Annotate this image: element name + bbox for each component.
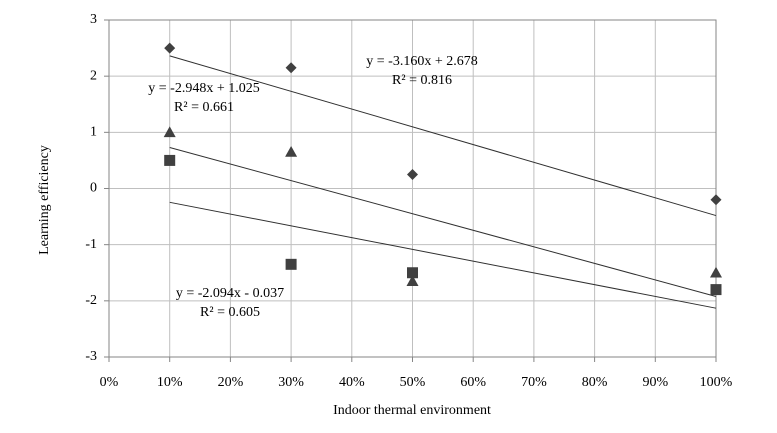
x-tick-label: 40% [339, 375, 365, 390]
x-tick-label: 90% [642, 375, 668, 390]
data-point [163, 126, 176, 138]
trendline-equation: y = -3.160x + 2.678 [366, 54, 477, 69]
data-point [164, 154, 176, 166]
trendline [169, 55, 717, 217]
data-point [407, 267, 418, 279]
data-point [407, 168, 418, 180]
y-axis-title: Learning efficiency [37, 145, 52, 255]
trendline-equation: y = -2.948x + 1.025 [148, 81, 259, 96]
x-tick-label: 30% [278, 375, 304, 390]
x-tick-label: 80% [582, 375, 608, 390]
data-point [285, 145, 298, 157]
x-tick-label: 100% [700, 375, 733, 390]
y-tick-label: 1 [90, 125, 97, 140]
y-tick-label: -3 [85, 349, 97, 364]
x-tick-label: 20% [218, 375, 244, 390]
data-point [710, 284, 722, 296]
x-axis-title: Indoor thermal environment [333, 403, 491, 418]
data-point [710, 194, 722, 206]
data-point [285, 258, 297, 270]
y-tick-label: 0 [90, 181, 97, 196]
x-tick-label: 50% [400, 375, 426, 390]
plot-border [108, 19, 717, 358]
data-point [406, 275, 419, 286]
y-tick-label: 2 [90, 68, 97, 83]
y-tick-label: 3 [90, 12, 97, 27]
data-point [285, 62, 297, 74]
x-tick-label: 70% [521, 375, 547, 390]
x-tick-label: 10% [157, 375, 183, 390]
x-tick-label: 0% [100, 375, 119, 390]
x-tick-label: 60% [460, 375, 486, 390]
y-tick-label: -1 [85, 237, 97, 252]
y-tick-label: -2 [85, 293, 97, 308]
trendline-equation: R² = 0.661 [174, 100, 234, 115]
trendline [169, 147, 717, 297]
trendline-equation: R² = 0.605 [200, 305, 260, 320]
trendline [169, 201, 717, 309]
trendline-equation: y = -2.094x - 0.037 [176, 286, 284, 301]
data-point [164, 42, 176, 54]
trendline-equation: R² = 0.816 [392, 73, 452, 88]
data-point [710, 266, 722, 278]
